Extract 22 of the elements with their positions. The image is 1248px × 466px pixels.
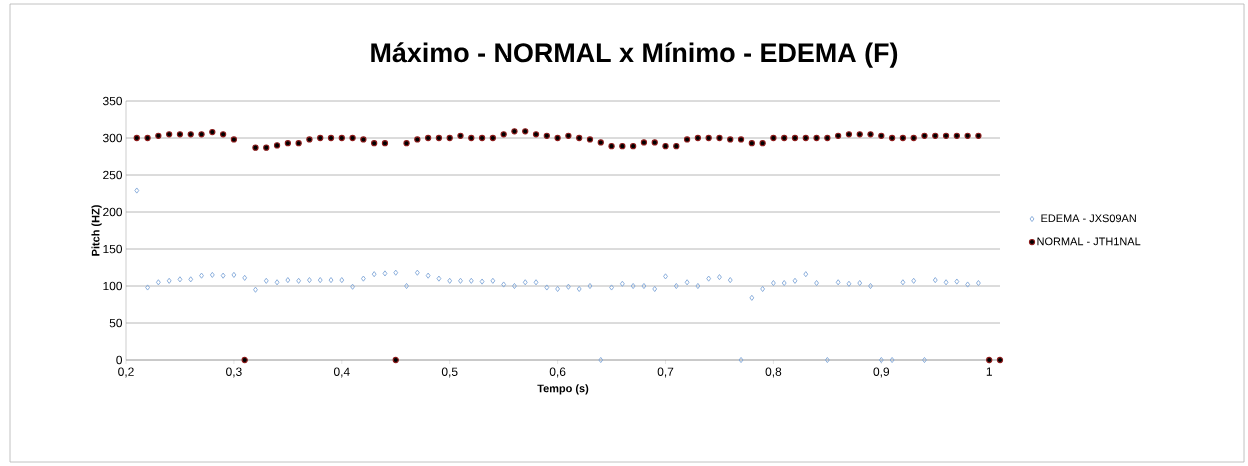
y-axis-title: Pitch (HZ) bbox=[91, 205, 102, 256]
x-tick-label: 0,5 bbox=[441, 367, 458, 378]
x-tick-label: 1 bbox=[986, 367, 992, 376]
x-tick-label: 0,9 bbox=[873, 367, 890, 378]
x-tick-label: 0,7 bbox=[657, 367, 674, 378]
y-tick-label: 150 bbox=[103, 244, 123, 254]
legend-label: NORMAL - JTH1NAL bbox=[1037, 237, 1141, 246]
x-tick-label: 0,6 bbox=[549, 367, 566, 378]
y-tick-label: 0 bbox=[116, 355, 123, 365]
y-tick-label: 100 bbox=[103, 281, 123, 291]
y-tick-label: 300 bbox=[102, 133, 123, 143]
y-tick-label: 50 bbox=[109, 318, 123, 328]
x-tick-label: 0,3 bbox=[226, 367, 242, 378]
y-tick-label: 250 bbox=[103, 170, 123, 180]
x-tick-label: 0,8 bbox=[765, 367, 782, 378]
y-tick-label: 350 bbox=[102, 96, 123, 106]
x-tick-label: 0,4 bbox=[333, 367, 350, 378]
legend-label: EDEMA - JXS09AN bbox=[1041, 214, 1136, 223]
x-axis-title: Tempo (s) bbox=[537, 384, 589, 395]
chart-title: Máximo - NORMAL x Mínimo - EDEMA (F) bbox=[371, 42, 898, 68]
y-tick-label: 200 bbox=[103, 207, 123, 217]
x-tick-label: 0,2 bbox=[118, 367, 134, 378]
